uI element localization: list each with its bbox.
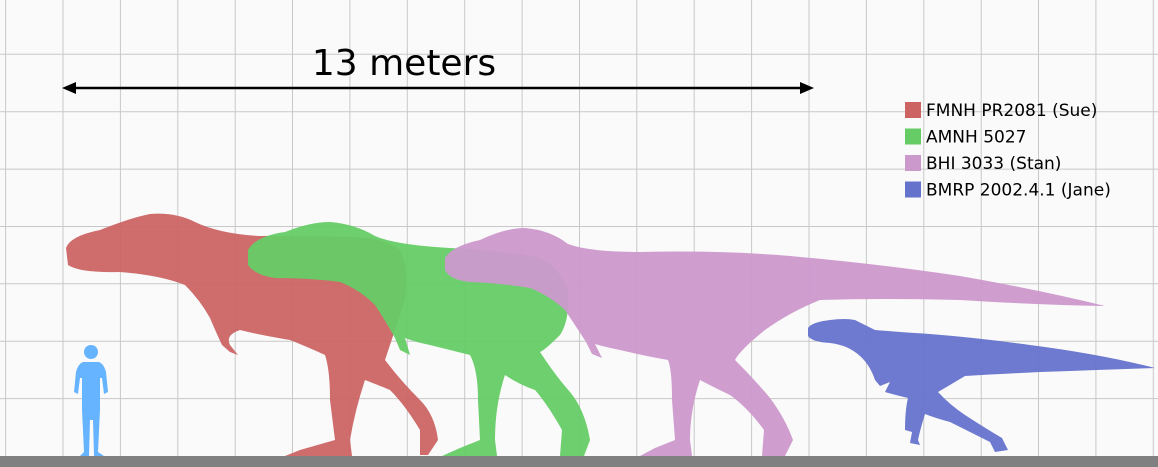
legend-swatch-stan [905, 155, 921, 171]
legend-label-stan: BHI 3033 (Stan) [926, 154, 1061, 174]
legend: FMNH PR2081 (Sue) AMNH 5027 BHI 3033 (Stan… [905, 101, 1111, 201]
legend-label-jane: BMRP 2002.4.1 (Jane) [926, 181, 1111, 201]
grid [0, 0, 1158, 456]
human-silhouette-icon [74, 345, 108, 456]
scale-bar: 13 meters [62, 43, 814, 94]
legend-swatch-amnh [905, 128, 921, 145]
legend-label-amnh: AMNH 5027 [926, 128, 1026, 148]
scale-bar-left-arrow-icon [62, 82, 76, 94]
bhi-3033-silhouette [445, 228, 1105, 456]
scale-bar-right-arrow-icon [800, 82, 814, 94]
legend-label-sue: FMNH PR2081 (Sue) [926, 101, 1097, 121]
scale-bar-label: 13 meters [312, 43, 496, 84]
bmrp-2002-4-1-silhouette [808, 319, 1155, 452]
ground-strip [0, 456, 1158, 467]
legend-swatch-sue [905, 102, 921, 118]
legend-swatch-jane [905, 181, 921, 198]
